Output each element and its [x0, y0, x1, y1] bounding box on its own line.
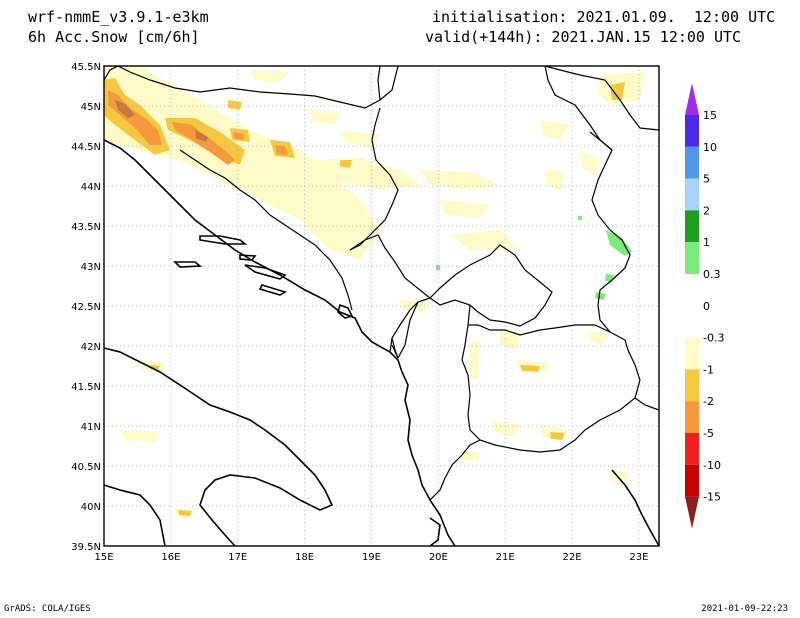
colorbar-label: 10	[703, 141, 717, 154]
colorbar-bottom-arrow	[685, 496, 699, 529]
colorbar: 15 10 5 2 1 0.3 0 -0.3 -1 -2 -5 -10 -15	[685, 83, 724, 529]
lat-label: 44.5N	[71, 142, 101, 153]
colorbar-bin	[685, 210, 699, 243]
colorbar-label: -0.3	[703, 332, 724, 345]
valid-time: valid(+144h): 2021.JAN.15 12:00 UTC	[425, 28, 742, 46]
model-name: wrf-nmmE_v3.9.1-e3km	[28, 8, 209, 26]
colorbar-label: 0	[703, 300, 710, 313]
colorbar-bin	[685, 464, 699, 497]
colorbar-label: -10	[703, 459, 721, 472]
colorbar-bin	[685, 115, 699, 147]
lat-label: 41.5N	[71, 382, 101, 393]
lon-label: 16E	[161, 552, 180, 563]
lon-label: 17E	[228, 552, 247, 563]
borders	[104, 66, 659, 501]
lon-label: 20E	[429, 552, 448, 563]
lat-label: 39.5N	[71, 542, 101, 553]
map-frame	[103, 65, 660, 547]
colorbar-top-arrow	[685, 83, 699, 115]
lon-label: 19E	[362, 552, 381, 563]
footer-timestamp: 2021-01-09-22:23	[701, 604, 788, 614]
colorbar-label: -15	[703, 491, 721, 504]
variable-name: 6h Acc.Snow [cm/6h]	[28, 28, 200, 46]
colorbar-bin	[685, 433, 699, 465]
latitude-labels: 45.5N 45N 44.5N 44N 43.5N 43N 42.5N 42N 41.5N 41N…	[71, 62, 101, 553]
coastlines	[104, 139, 659, 546]
colorbar-bin	[685, 274, 699, 306]
colorbar-bin	[685, 305, 699, 338]
lat-label: 42N	[81, 342, 101, 353]
lon-label: 21E	[496, 552, 515, 563]
lat-label: 41N	[81, 422, 101, 433]
colorbar-label: 15	[703, 109, 717, 122]
lat-label: 43.5N	[71, 222, 101, 233]
lon-label: 22E	[563, 552, 582, 563]
lon-label: 18E	[295, 552, 314, 563]
colorbar-label: -2	[703, 395, 714, 408]
colorbar-label: 5	[703, 173, 710, 186]
snow-field	[104, 66, 645, 518]
colorbar-label: -1	[703, 363, 714, 376]
colorbar-bin	[685, 242, 699, 274]
lat-label: 43N	[81, 262, 101, 273]
colorbar-bin	[685, 146, 699, 179]
lat-label: 42.5N	[71, 302, 101, 313]
footer-credit: GrADS: COLA/IGES	[4, 604, 91, 614]
initialisation-time: initialisation: 2021.01.09. 12:00 UTC	[432, 8, 776, 26]
lat-label: 45.5N	[71, 62, 101, 73]
lat-label: 40.5N	[71, 462, 101, 473]
lon-label: 23E	[629, 552, 648, 563]
colorbar-bin	[685, 337, 699, 370]
colorbar-label: 2	[703, 204, 710, 217]
colorbar-bin	[685, 401, 699, 433]
lat-label: 45N	[81, 102, 101, 113]
colorbar-bin	[685, 178, 699, 211]
colorbar-bin	[685, 369, 699, 402]
colorbar-label: 0.3	[703, 268, 721, 281]
colorbar-label: 1	[703, 236, 710, 249]
longitude-labels: 15E 16E 17E 18E 19E 20E 21E 22E 23E	[94, 552, 648, 563]
lat-label: 40N	[81, 502, 101, 513]
colorbar-label: -5	[703, 427, 714, 440]
lon-label: 15E	[94, 552, 113, 563]
lat-label: 44N	[81, 182, 101, 193]
